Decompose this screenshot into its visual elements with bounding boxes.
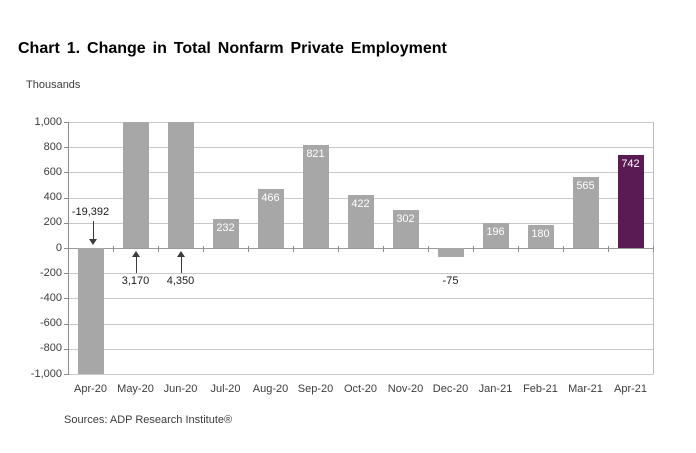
bar-nov-20 — [392, 209, 419, 248]
x-tick-label: Nov-20 — [387, 383, 424, 395]
x-tick — [473, 246, 474, 252]
y-tick — [64, 147, 68, 149]
bar-dec-20 — [437, 248, 464, 258]
zero-line — [68, 248, 653, 249]
y-tick-label: 1,000 — [34, 115, 62, 128]
bar-sep-20 — [302, 144, 329, 248]
bar-aug-20 — [257, 189, 284, 248]
x-tick-label: Jun-20 — [163, 383, 198, 395]
y-tick-label: -1,000 — [30, 367, 62, 380]
annotation-text: 3,170 — [121, 275, 150, 287]
y-gridline — [68, 323, 653, 325]
bar-apr-20 — [77, 248, 104, 374]
y-tick-label: 600 — [43, 165, 62, 178]
x-tick — [248, 246, 249, 252]
x-tick-label: Mar-21 — [568, 383, 603, 395]
y-gridline — [68, 298, 653, 300]
x-tick-label: Jul-20 — [210, 383, 241, 395]
source-note: Sources: ADP Research Institute® — [64, 414, 233, 426]
y-tick-label: -600 — [39, 317, 62, 330]
annotation-text: 4,350 — [166, 275, 195, 287]
x-tick — [203, 246, 204, 252]
annotation-text: -19,392 — [71, 206, 110, 218]
bar-value-label: 821 — [306, 147, 325, 160]
x-tick — [563, 246, 564, 252]
bar-value-label: 565 — [576, 179, 595, 192]
x-tick — [518, 246, 519, 252]
y-tick — [64, 298, 68, 300]
bar-value-label: 232 — [216, 221, 235, 234]
bar-mar-21 — [572, 176, 599, 248]
annotation-arrow-stem — [135, 257, 137, 273]
bar-may-20 — [122, 122, 149, 248]
annotation-text: -75 — [442, 275, 459, 287]
x-tick — [293, 246, 294, 252]
y-tick — [64, 248, 68, 249]
x-tick-label: May-20 — [117, 383, 154, 395]
bar-value-label: 422 — [351, 197, 370, 210]
annotation-arrow-up-icon — [177, 251, 185, 257]
annotation-arrow-down-icon — [89, 239, 97, 245]
chart-title: Chart 1. Change in Total Nonfarm Private… — [18, 40, 447, 57]
annotation-arrow-up-icon — [132, 251, 140, 257]
bar-value-label: 196 — [486, 226, 505, 239]
x-tick-label: Apr-21 — [613, 383, 648, 395]
y-tick — [64, 348, 68, 350]
y-tick-label: 400 — [43, 191, 62, 204]
y-tick-label: -800 — [39, 342, 62, 355]
x-tick — [338, 246, 339, 252]
x-tick-label: Apr-20 — [73, 383, 108, 395]
x-tick — [158, 246, 159, 252]
y-gridline — [68, 273, 653, 275]
y-tick-label: 800 — [43, 140, 62, 153]
x-tick — [383, 246, 384, 252]
y-tick-label: -200 — [39, 266, 62, 279]
x-tick — [113, 246, 114, 252]
y-tick-label: 0 — [55, 241, 62, 254]
bar-oct-20 — [347, 194, 374, 248]
y-tick — [64, 122, 68, 123]
x-tick — [608, 246, 609, 252]
y-tick — [64, 222, 68, 224]
y-axis-units-label: Thousands — [26, 79, 81, 91]
bar-apr-21 — [617, 154, 644, 248]
y-tick-label: -400 — [39, 291, 62, 304]
bar-feb-21 — [527, 225, 554, 248]
y-tick — [64, 197, 68, 199]
bar-value-label: 466 — [261, 192, 280, 205]
y-tick — [64, 172, 68, 174]
y-tick — [64, 323, 68, 325]
bar-jan-21 — [482, 223, 509, 248]
x-tick-label: Dec-20 — [432, 383, 469, 395]
annotation-arrow-stem — [180, 257, 182, 273]
x-tick — [428, 246, 429, 252]
y-gridline — [68, 172, 653, 174]
x-tick — [68, 246, 69, 252]
x-tick-label: Sep-20 — [297, 383, 334, 395]
bar-value-label: 742 — [621, 157, 640, 170]
bar-jun-20 — [167, 122, 194, 248]
annotation-arrow-stem — [92, 221, 94, 239]
bar-value-label: 180 — [531, 228, 550, 241]
bar-value-label: 302 — [396, 212, 415, 225]
y-gridline — [68, 348, 653, 350]
y-tick — [64, 273, 68, 275]
x-tick-label: Aug-20 — [252, 383, 289, 395]
x-tick-label: Jan-21 — [478, 383, 513, 395]
y-gridline — [68, 122, 653, 123]
y-gridline — [68, 374, 653, 375]
y-tick-label: 200 — [43, 216, 62, 229]
x-tick-label: Oct-20 — [343, 383, 377, 395]
bar-jul-20 — [212, 218, 239, 248]
x-tick — [653, 246, 654, 252]
x-tick-label: Feb-21 — [523, 383, 558, 395]
y-tick — [64, 374, 68, 375]
y-gridline — [68, 147, 653, 149]
